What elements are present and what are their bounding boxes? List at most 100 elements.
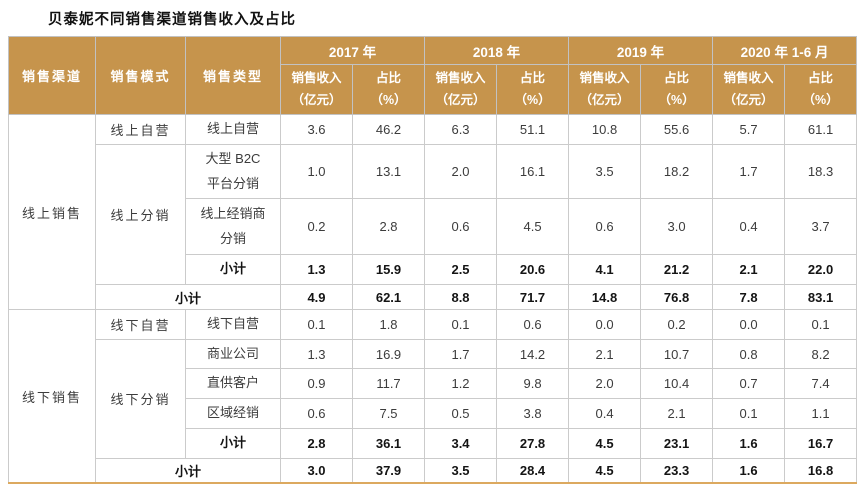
cell-value: 1.6 — [712, 427, 786, 459]
type-cell: 直供客户 — [185, 368, 281, 400]
cell-value: 4.9 — [280, 284, 353, 311]
cell-value: 3.5 — [568, 143, 642, 200]
cell-value: 0.1 — [784, 309, 858, 340]
cell-value: 3.8 — [496, 398, 570, 429]
cell-value: 7.5 — [351, 398, 426, 429]
cell-value: 2.1 — [568, 338, 642, 370]
channel-offline-cell: 线下销售 — [8, 309, 96, 484]
table-title: 贝泰妮不同销售渠道销售收入及占比 — [48, 12, 296, 28]
metric-label: 占比 — [808, 71, 834, 86]
cell-value: 7.4 — [784, 368, 858, 400]
subtotal-row-online: 小计 4.9 62.1 8.8 71.7 14.8 76.8 7.8 83.1 — [9, 284, 858, 311]
table-row: 直供客户 0.9 11.7 1.2 9.8 2.0 10.4 0.7 7.4 — [9, 368, 858, 400]
cell-value: 4.5 — [568, 457, 642, 484]
subtotal-label: 小计 — [95, 284, 281, 311]
cell-value: 23.3 — [640, 457, 714, 484]
table-row: 线上经销商 分销 0.2 2.8 0.6 4.5 0.6 3.0 0.4 3.7 — [9, 198, 858, 256]
col-header-period-2019: 2019 年 — [568, 36, 714, 65]
cell-value: 3.7 — [784, 198, 858, 256]
cell-value: 3.0 — [640, 198, 714, 256]
metric-label: 销售收入 — [579, 71, 630, 86]
col-header-share-2020h1: 占比 （%） — [784, 64, 858, 115]
cell-value: 10.8 — [568, 114, 642, 145]
cell-value: 2.8 — [280, 427, 353, 459]
cell-value: 18.3 — [784, 143, 858, 200]
col-header-share-2018: 占比 （%） — [496, 64, 570, 115]
cell-value: 14.2 — [496, 338, 570, 370]
cell-value: 3.0 — [280, 457, 353, 484]
cell-value: 23.1 — [640, 427, 714, 459]
cell-value: 61.1 — [784, 114, 858, 145]
col-header-period-2017: 2017 年 — [279, 36, 426, 65]
cell-value: 83.1 — [784, 284, 858, 311]
metric-label: 销售收入 — [435, 71, 486, 86]
cell-value: 7.8 — [712, 284, 786, 311]
metric-label: 占比 — [520, 71, 546, 86]
cell-value: 3.5 — [424, 457, 498, 484]
sales-channel-table: 销售渠道 销售模式 销售类型 2017 年 2018 年 2019 年 2020… — [8, 36, 858, 484]
cell-value: 2.1 — [712, 254, 786, 286]
mode-cell: 线上自营 — [95, 114, 186, 145]
metric-unit: （%） — [802, 92, 839, 107]
subtotal-row-offline-dist: 小计 2.8 36.1 3.4 27.8 4.5 23.1 1.6 16.7 — [9, 427, 858, 459]
cell-value: 55.6 — [640, 114, 714, 145]
cell-value: 71.7 — [496, 284, 570, 311]
col-header-revenue-2017: 销售收入 （亿元） — [280, 64, 353, 115]
cell-value: 1.0 — [280, 143, 353, 200]
type-cell: 大型 B2C 平台分销 — [185, 143, 281, 200]
cell-value: 15.9 — [351, 254, 426, 286]
col-header-revenue-2018: 销售收入 （亿元） — [424, 64, 498, 115]
metric-label: 占比 — [664, 71, 690, 86]
cell-value: 2.0 — [424, 143, 498, 200]
cell-value: 0.4 — [712, 198, 786, 256]
cell-value: 1.6 — [712, 457, 786, 484]
cell-value: 2.0 — [568, 368, 642, 400]
cell-value: 11.7 — [351, 368, 426, 400]
col-header-share-2017: 占比 （%） — [351, 64, 426, 115]
subtotal-label: 小计 — [185, 427, 281, 459]
col-header-type: 销售类型 — [185, 36, 281, 115]
cell-value: 3.4 — [424, 427, 498, 459]
cell-value: 6.3 — [424, 114, 498, 145]
channel-online-cell: 线上销售 — [8, 113, 96, 311]
cell-value: 0.2 — [640, 309, 714, 340]
cell-value: 0.5 — [424, 398, 498, 429]
cell-value: 36.1 — [351, 427, 426, 459]
col-header-revenue-2019: 销售收入 （亿元） — [568, 64, 642, 115]
cell-value: 4.5 — [568, 427, 642, 459]
cell-value: 8.2 — [784, 338, 858, 370]
cell-value: 16.1 — [496, 143, 570, 200]
cell-value: 13.1 — [351, 143, 426, 200]
cell-value: 1.7 — [712, 143, 786, 200]
cell-value: 0.2 — [280, 198, 353, 256]
mode-online-dist-cell: 线上分销 — [95, 143, 186, 286]
cell-value: 21.2 — [640, 254, 714, 286]
cell-value: 0.1 — [424, 309, 498, 340]
col-header-period-2020h1: 2020 年 1-6 月 — [712, 36, 858, 65]
cell-value: 0.0 — [568, 309, 642, 340]
cell-value: 16.7 — [784, 427, 858, 459]
metric-label: 占比 — [376, 71, 402, 86]
cell-value: 0.6 — [496, 309, 570, 340]
type-cell: 区域经销 — [185, 398, 281, 429]
cell-value: 10.4 — [640, 368, 714, 400]
cell-value: 1.3 — [280, 254, 353, 286]
cell-value: 8.8 — [424, 284, 498, 311]
type-cell: 商业公司 — [185, 338, 281, 370]
col-header-mode: 销售模式 — [95, 36, 186, 115]
metric-unit: （%） — [514, 92, 551, 107]
cell-value: 0.1 — [712, 398, 786, 429]
col-header-share-2019: 占比 （%） — [640, 64, 714, 115]
mode-cell: 线下自营 — [95, 309, 186, 340]
cell-value: 37.9 — [351, 457, 426, 484]
metric-unit: （亿元） — [435, 92, 486, 107]
col-header-period-2018: 2018 年 — [424, 36, 570, 65]
cell-value: 27.8 — [496, 427, 570, 459]
cell-value: 0.0 — [712, 309, 786, 340]
type-cell: 线上自营 — [185, 114, 281, 145]
metric-label: 销售收入 — [291, 71, 342, 86]
cell-value: 9.8 — [496, 368, 570, 400]
metric-unit: （%） — [658, 92, 695, 107]
metric-unit: （亿元） — [579, 92, 630, 107]
